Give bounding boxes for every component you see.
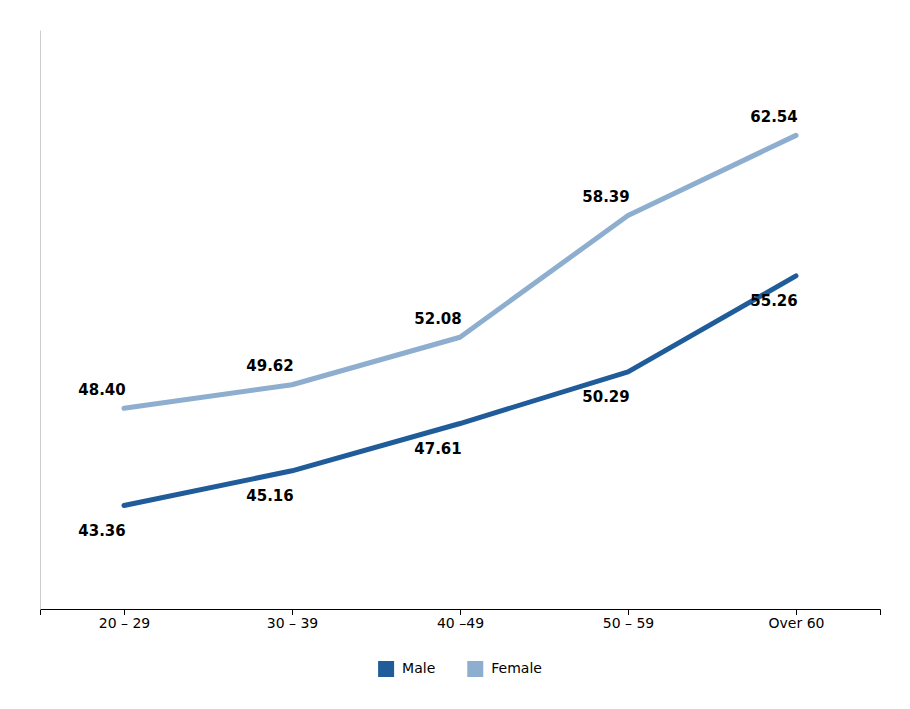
y-axis-line — [40, 31, 41, 610]
data-labels: 43.36 45.16 47.61 50.29 55.26 48.40 49.62 52.08… — [78, 108, 797, 540]
data-label: 55.26 — [750, 292, 797, 310]
legend-item: Male — [378, 660, 435, 677]
x-tick: 30 – 39 — [267, 609, 319, 631]
legend-label: Female — [491, 660, 542, 676]
legend-item: Female — [467, 660, 542, 677]
lines — [124, 135, 796, 505]
x-tick: 50 – 59 — [603, 609, 655, 631]
x-tick-label: 40 –49 — [437, 615, 484, 631]
x-tick-label: Over 60 — [769, 615, 825, 631]
data-label: 43.36 — [78, 522, 125, 540]
series-line — [124, 276, 796, 506]
x-tick: 40 –49 — [437, 609, 484, 631]
data-label: 62.54 — [750, 108, 797, 126]
x-tick: 20 – 29 — [99, 609, 151, 631]
legend-swatch — [467, 661, 483, 677]
data-label: 49.62 — [246, 357, 293, 375]
legend: Male Female — [378, 660, 542, 677]
x-tick-label: 50 – 59 — [603, 615, 655, 631]
data-label: 50.29 — [582, 388, 629, 406]
series-line — [124, 135, 796, 408]
x-axis: 20 – 29 30 – 39 40 –49 50 – 59 Over 60 — [41, 609, 881, 631]
chart: 20 – 2930 – 3940 –4950 – 59Over 6043.364… — [0, 0, 910, 709]
data-label: 47.61 — [414, 440, 461, 458]
data-label: 45.16 — [246, 487, 293, 505]
plot: 20 – 2930 – 3940 –4950 – 59Over 6043.364… — [41, 31, 881, 631]
data-label: 52.08 — [414, 310, 461, 328]
y-axis — [40, 31, 41, 610]
legend-label: Male — [402, 660, 435, 676]
x-tick-label: 20 – 29 — [99, 615, 151, 631]
x-tick-label: 30 – 39 — [267, 615, 319, 631]
x-tick: Over 60 — [769, 609, 825, 631]
legend-swatch — [378, 661, 394, 677]
data-label: 58.39 — [582, 188, 629, 206]
data-label: 48.40 — [78, 381, 125, 399]
